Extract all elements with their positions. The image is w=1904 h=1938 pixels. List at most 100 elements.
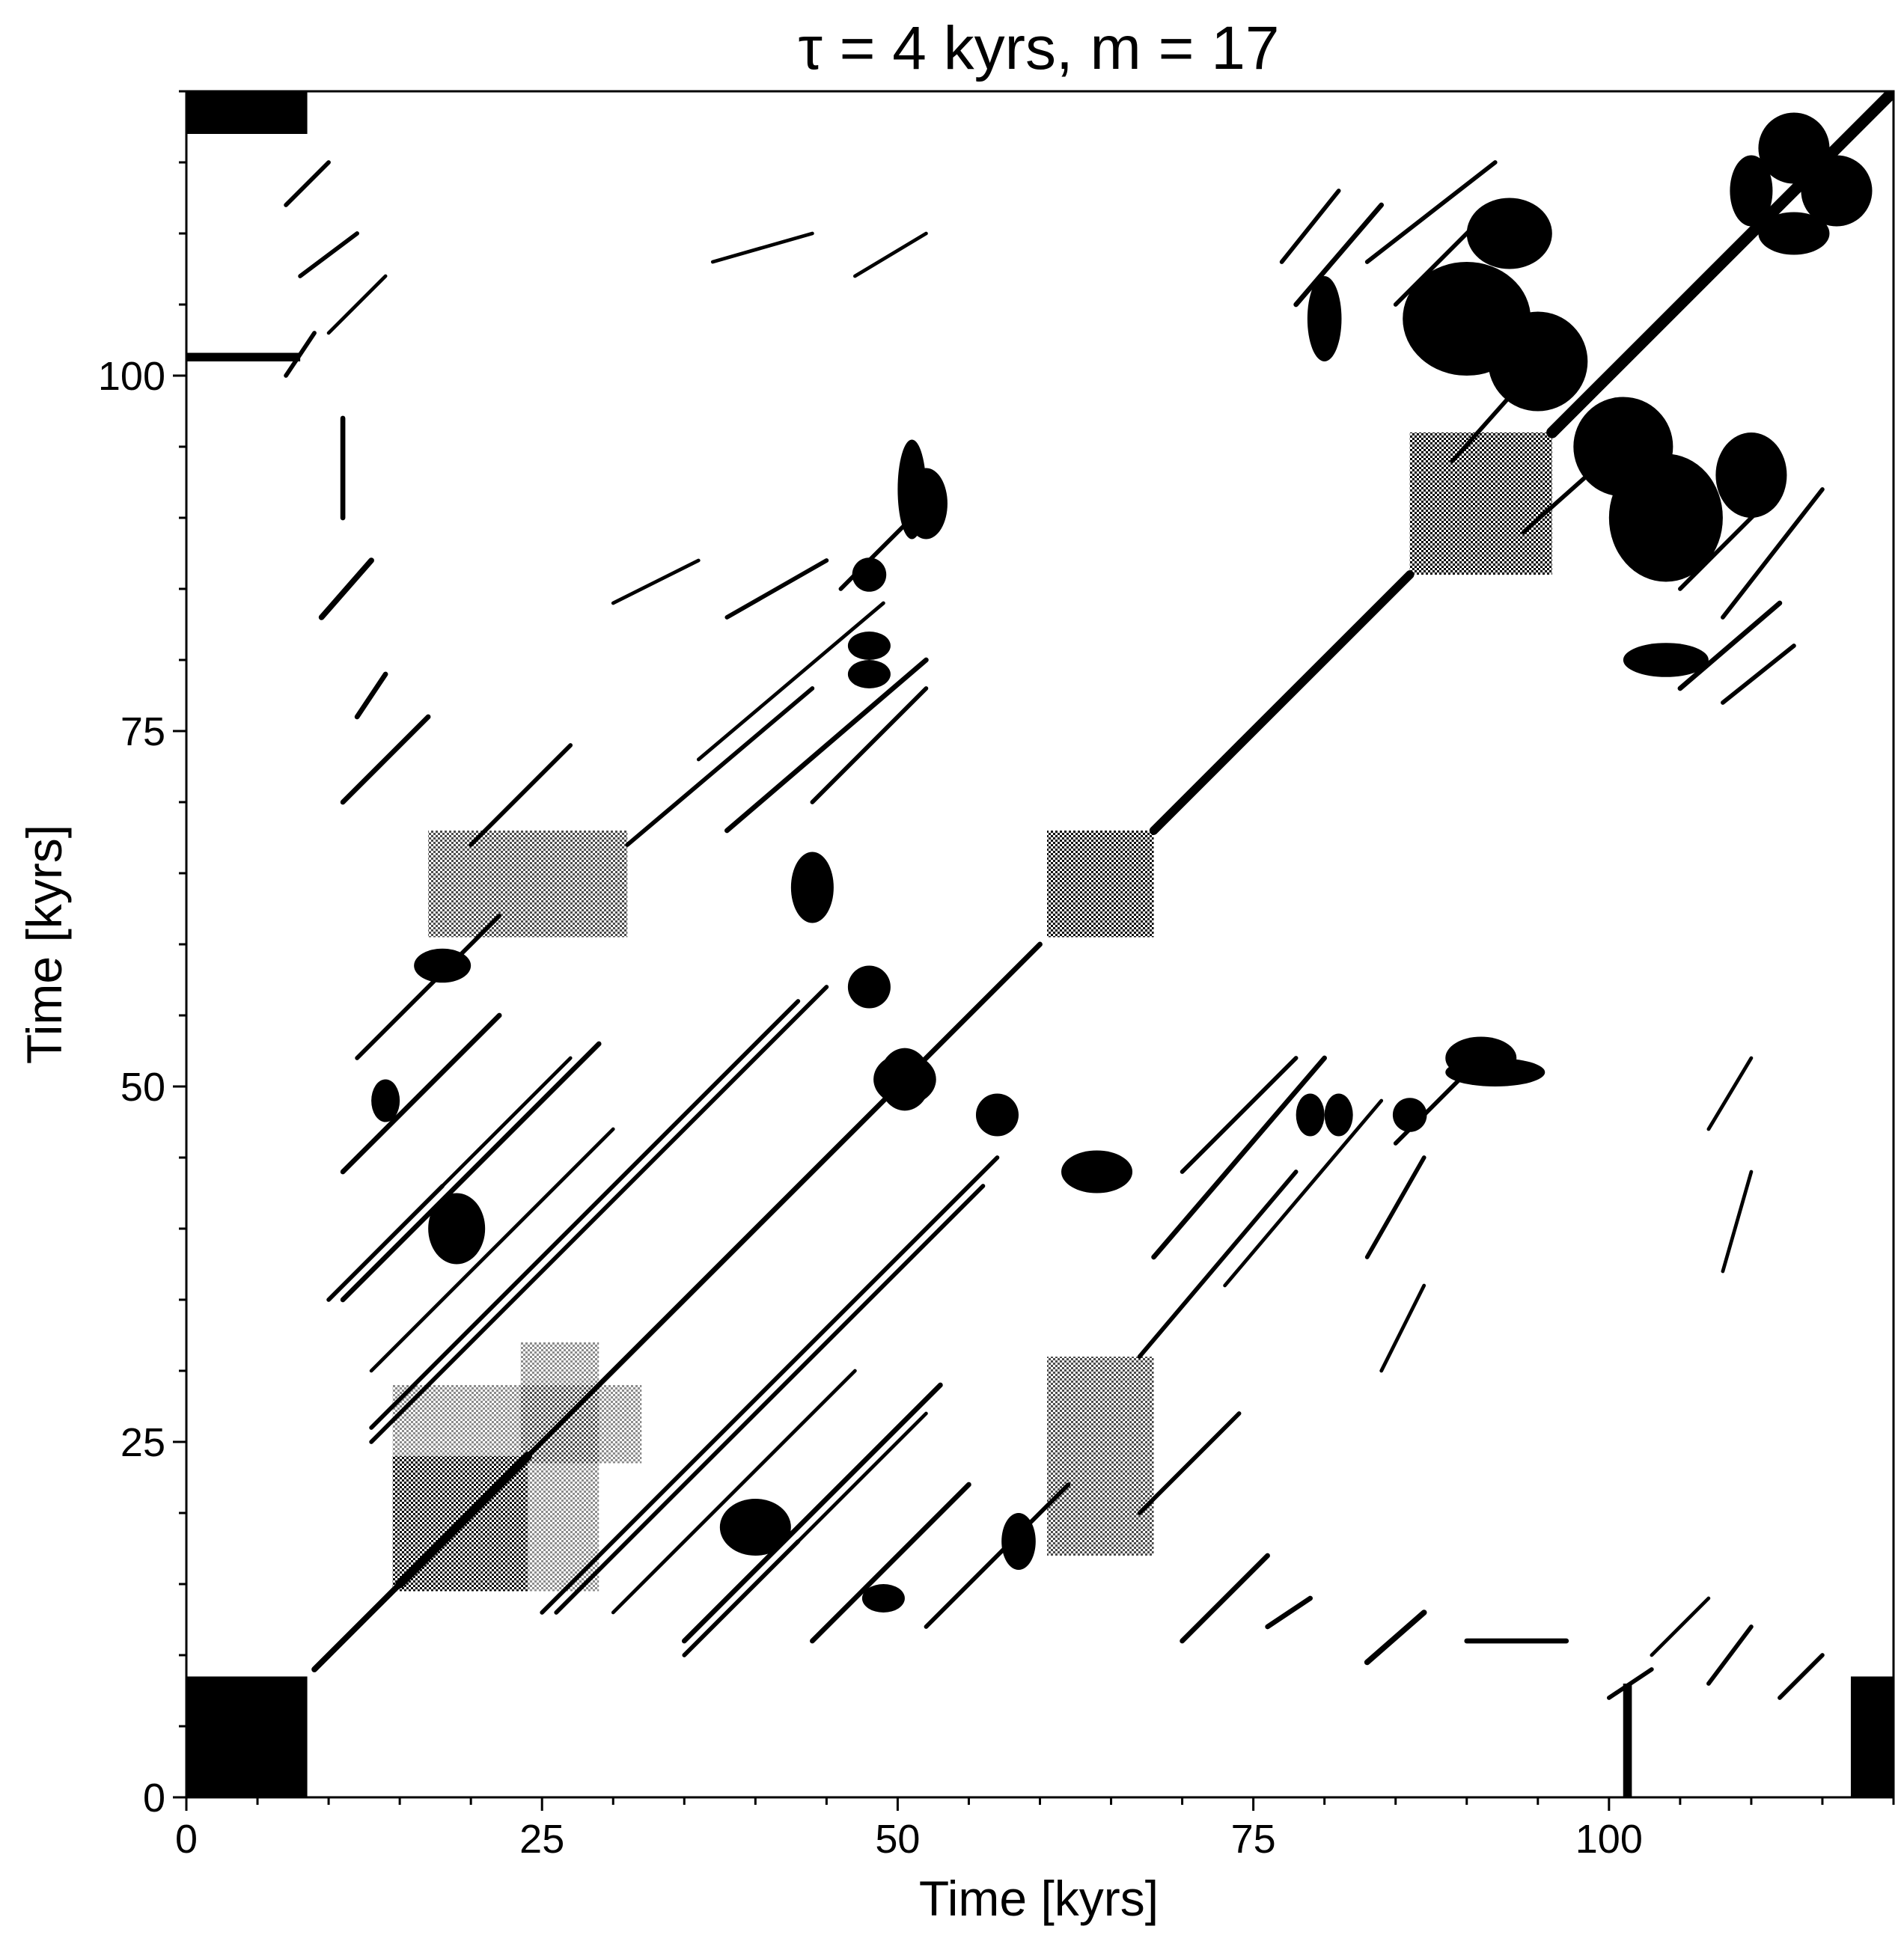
diagonal-streak-31 xyxy=(1364,1155,1427,1259)
diagonal-streak-34 xyxy=(1706,1056,1754,1131)
y-tick-label: 75 xyxy=(120,709,165,754)
plot-area xyxy=(186,91,1894,1797)
recurrence-block-7 xyxy=(1850,1684,1894,1797)
diagonal-streak-35 xyxy=(1721,1170,1754,1274)
diagonal-streak-28-mirror xyxy=(284,331,317,378)
diagonal-streak-35-mirror xyxy=(710,231,814,264)
y-tick-label: 100 xyxy=(98,354,165,399)
chart-title: τ = 4 kyrs, m = 17 xyxy=(798,14,1279,82)
recurrence-blob-11 xyxy=(861,1583,905,1613)
y-tick-label: 0 xyxy=(143,1776,165,1821)
recurrence-blob-3 xyxy=(1488,311,1588,412)
recurrence-blob-3-mirror xyxy=(1573,397,1673,497)
recurrence-blob-4 xyxy=(1466,198,1552,269)
recurrence-blob-4-mirror xyxy=(1715,432,1787,519)
diagonal-streak-21-mirror xyxy=(1721,487,1825,620)
recurrence-blob-12-mirror xyxy=(975,1093,1019,1137)
x-tick-label: 100 xyxy=(1575,1817,1643,1862)
recurrence-blob-16-mirror xyxy=(1307,275,1342,362)
diagonal-streak-16-mirror xyxy=(1151,1055,1327,1260)
diagonal-streak-12 xyxy=(753,1411,928,1586)
recurrence-blob-13 xyxy=(847,659,891,689)
diagonal-streak-10-mirror xyxy=(369,1127,615,1373)
diagonal-streak-5-mirror xyxy=(681,1382,943,1644)
x-tick-label: 0 xyxy=(175,1817,198,1862)
diagonal-streak-16 xyxy=(724,657,929,834)
recurrence-blob-10 xyxy=(1061,1150,1133,1193)
diagonal-streak-24-mirror xyxy=(1279,189,1341,264)
diagonal-streak-18 xyxy=(696,601,885,762)
recurrence-block-4 xyxy=(1047,1357,1154,1556)
diagonal-streak-33-mirror xyxy=(611,558,701,605)
diagonal-streak-23 xyxy=(1678,501,1768,591)
diagonal-streak-26-mirror xyxy=(318,557,374,620)
recurrence-block-3 xyxy=(1047,831,1154,938)
diagonal-streak-32 xyxy=(1393,1056,1483,1146)
diagonal-streak-18-mirror xyxy=(1223,1098,1384,1288)
diagonal-streak-3-mirror xyxy=(1149,570,1415,835)
diagonal-streak-7 xyxy=(355,914,502,1060)
diagonal-streak-1-mirror xyxy=(395,1452,532,1589)
recurrence-block-7-mirror xyxy=(186,91,301,134)
x-tick-label: 75 xyxy=(1231,1817,1276,1862)
diagonal-streak-19-mirror xyxy=(1650,1596,1711,1657)
diagonal-streak-28 xyxy=(1606,1667,1654,1700)
diagonal-streak-10 xyxy=(611,1369,857,1615)
recurrence-block-5 xyxy=(1409,432,1552,575)
diagonal-streak-24 xyxy=(1721,644,1796,705)
diagonal-streak-6 xyxy=(340,1012,502,1175)
diagonal-streak-14-mirror xyxy=(1137,1411,1242,1515)
diagonal-streak-25 xyxy=(1265,1595,1313,1630)
diagonal-streak-2-mirror xyxy=(525,941,1043,1459)
diagonal-streak-8-mirror xyxy=(554,1184,986,1615)
diagonal-streak-34-mirror xyxy=(853,231,928,278)
diagonal-streak-8 xyxy=(369,999,801,1430)
recurrence-block-9-mirror xyxy=(186,352,301,361)
recurrence-blob-12 xyxy=(847,965,891,1009)
recurrence-blob-13-mirror xyxy=(1296,1093,1325,1137)
recurrence-block-2 xyxy=(520,1342,599,1592)
diagonal-streak-26 xyxy=(1364,1610,1427,1666)
diagonal-streak-9 xyxy=(540,1155,1000,1615)
y-axis-label: Time [kyrs] xyxy=(16,825,72,1064)
diagonal-streak-33 xyxy=(1379,1283,1427,1373)
x-tick-label: 50 xyxy=(875,1817,920,1862)
diagonal-streak-19 xyxy=(326,274,388,335)
x-axis-ticks: 0 25 50 75 100 xyxy=(175,1797,1895,1862)
diagonal-streak-31-mirror xyxy=(724,558,829,620)
recurrence-block-4-mirror xyxy=(428,831,628,938)
diagonal-streak-4-mirror xyxy=(1546,91,1894,438)
diagonal-streak-14 xyxy=(469,743,573,847)
recurrence-block-9 xyxy=(1623,1684,1632,1797)
diagonal-streak-5 xyxy=(340,1041,602,1303)
recurrence-blob-15-mirror xyxy=(847,631,891,661)
diagonal-streak-32-mirror xyxy=(838,501,929,591)
diagonal-streak-23-mirror xyxy=(1393,217,1483,307)
diagonal-streak-17 xyxy=(810,686,929,804)
recurrence-blob-6-mirror xyxy=(1758,212,1830,255)
diagonal-streak-30-mirror xyxy=(284,160,331,207)
diagonal-streak-15 xyxy=(625,686,815,847)
recurrence-block-0 xyxy=(186,1676,308,1797)
diagonal-streak-30 xyxy=(1778,1653,1825,1700)
diagonal-streak-13 xyxy=(340,714,431,805)
diagonal-streak-22 xyxy=(1521,416,1654,534)
recurrence-blob-16 xyxy=(1623,643,1709,677)
diagonal-streak-22-mirror xyxy=(1450,331,1569,463)
diagonal-streak-0-mirror xyxy=(311,1581,403,1672)
y-tick-label: 25 xyxy=(120,1420,165,1465)
diagonal-streak-13-mirror xyxy=(1180,1553,1270,1644)
diagonal-streak-9-mirror xyxy=(369,985,829,1444)
diagonal-streak-25-mirror xyxy=(354,671,388,720)
diagonal-streak-7-mirror xyxy=(924,1482,1071,1629)
diagonal-streak-6-mirror xyxy=(810,1482,971,1644)
y-axis-ticks: 0 25 50 75 100 xyxy=(98,90,186,1821)
diagonal-streak-20 xyxy=(1293,202,1385,308)
recurrence-marks xyxy=(186,91,1894,1797)
diagonal-streak-20-mirror xyxy=(1677,600,1783,691)
recurrence-blob-11-mirror xyxy=(371,1079,400,1122)
x-axis-label: Time [kyrs] xyxy=(919,1871,1159,1926)
diagonal-streak-15-mirror xyxy=(1137,1170,1299,1359)
recurrence-blob-9-mirror xyxy=(719,1498,791,1556)
